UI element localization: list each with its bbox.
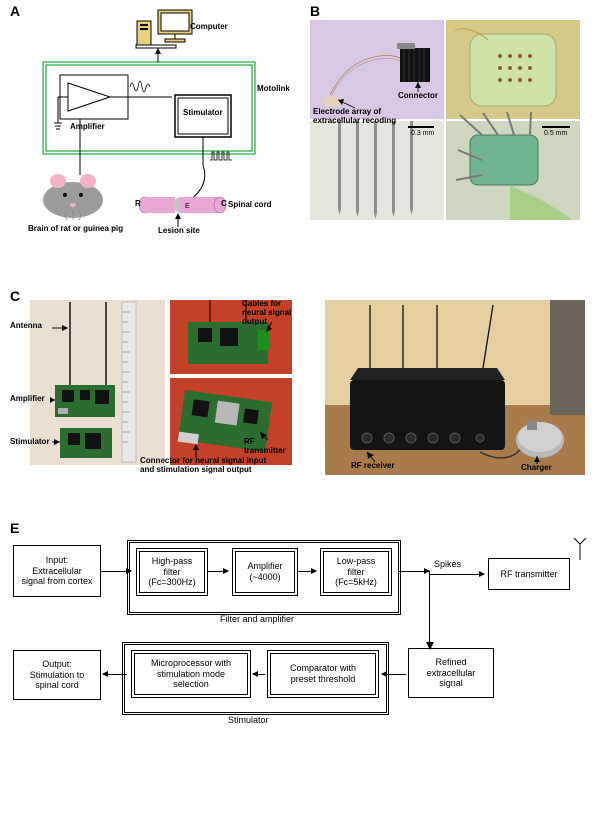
input-box: Input: Extracellular signal from cortex xyxy=(13,545,101,597)
computer-label: Computer xyxy=(190,23,228,32)
arrow-7 xyxy=(103,674,127,675)
electrode-label: Electrode array of extracellular recodin… xyxy=(313,108,396,126)
spinal-label: Spinal cord xyxy=(228,201,272,210)
motolink-label: Motolink xyxy=(257,85,290,94)
amp-box: Amplifier (~4000) xyxy=(232,548,298,596)
stim-group-label: Stimulator xyxy=(228,715,269,725)
panel-a-diagram: E Computer Amplifier Stimulator Motolink… xyxy=(10,5,290,235)
antenna-label: Antenna xyxy=(10,322,42,331)
spinal-cord-icon: E xyxy=(139,197,226,213)
svg-text:E: E xyxy=(185,203,190,210)
panel-label-b: B xyxy=(310,3,320,19)
spikes-label: Spikes xyxy=(434,560,461,570)
lpf-box: Low-pass filter (Fc=5kHz) xyxy=(320,548,392,596)
stimulator-label-a: Stimulator xyxy=(183,109,223,118)
arrow-6 xyxy=(253,674,265,675)
microproc-box: Microprocessor with stimulation mode sel… xyxy=(131,650,251,698)
panel-c-photos: Antenna Amplifier Stimulator Cables for … xyxy=(10,290,295,470)
arrow-4a xyxy=(399,571,429,572)
lesion-label: Lesion site xyxy=(158,227,200,236)
filter-group-label: Filter and amplifier xyxy=(220,614,294,624)
arrow-1 xyxy=(101,571,131,572)
charger-label: Charger xyxy=(521,464,552,473)
comparator-box: Comparator with preset threshold xyxy=(267,650,379,698)
panel-b-photos: Electrode array of extracellular recodin… xyxy=(310,20,580,220)
arrow-5 xyxy=(382,674,406,675)
rf-box: RF transmitter xyxy=(488,558,570,590)
r-label: R xyxy=(135,200,141,209)
connector-label: Connector xyxy=(398,92,438,101)
hpf-box: High-pass filter (Fc=300Hz) xyxy=(136,548,208,596)
output-box: Output: Stimulation to spinal cord xyxy=(13,650,101,700)
mouse-icon xyxy=(43,174,103,220)
cables-label: Cables for neural signal output xyxy=(242,300,291,326)
rf-label: RF transmitter xyxy=(244,438,295,456)
brain-label: Brain of rat or guinea pig xyxy=(28,225,123,234)
computer-icon xyxy=(136,10,192,48)
c-label: C xyxy=(221,200,227,209)
rf-receiver-label: RF receiver xyxy=(351,462,395,471)
scale-1: 0.3 mm xyxy=(411,130,434,138)
arrow-4b xyxy=(429,571,430,648)
amplifier-label-c: Amplifier xyxy=(10,395,45,404)
conn-label: Connector for neural signal input and st… xyxy=(140,457,266,475)
refined-box: Refined extracellular signal xyxy=(408,648,494,698)
arrow-3 xyxy=(298,571,316,572)
panel-e-flowchart: Input: Extracellular signal from cortex … xyxy=(10,520,590,810)
amplifier-label-a: Amplifier xyxy=(70,123,105,132)
panel-d-photo: RF receiver Charger xyxy=(325,300,585,475)
stimulator-label-c: Stimulator xyxy=(10,438,50,447)
scale-2: 0.5 mm xyxy=(544,130,567,138)
arrow-2 xyxy=(208,571,228,572)
arrow-rf xyxy=(429,574,484,575)
